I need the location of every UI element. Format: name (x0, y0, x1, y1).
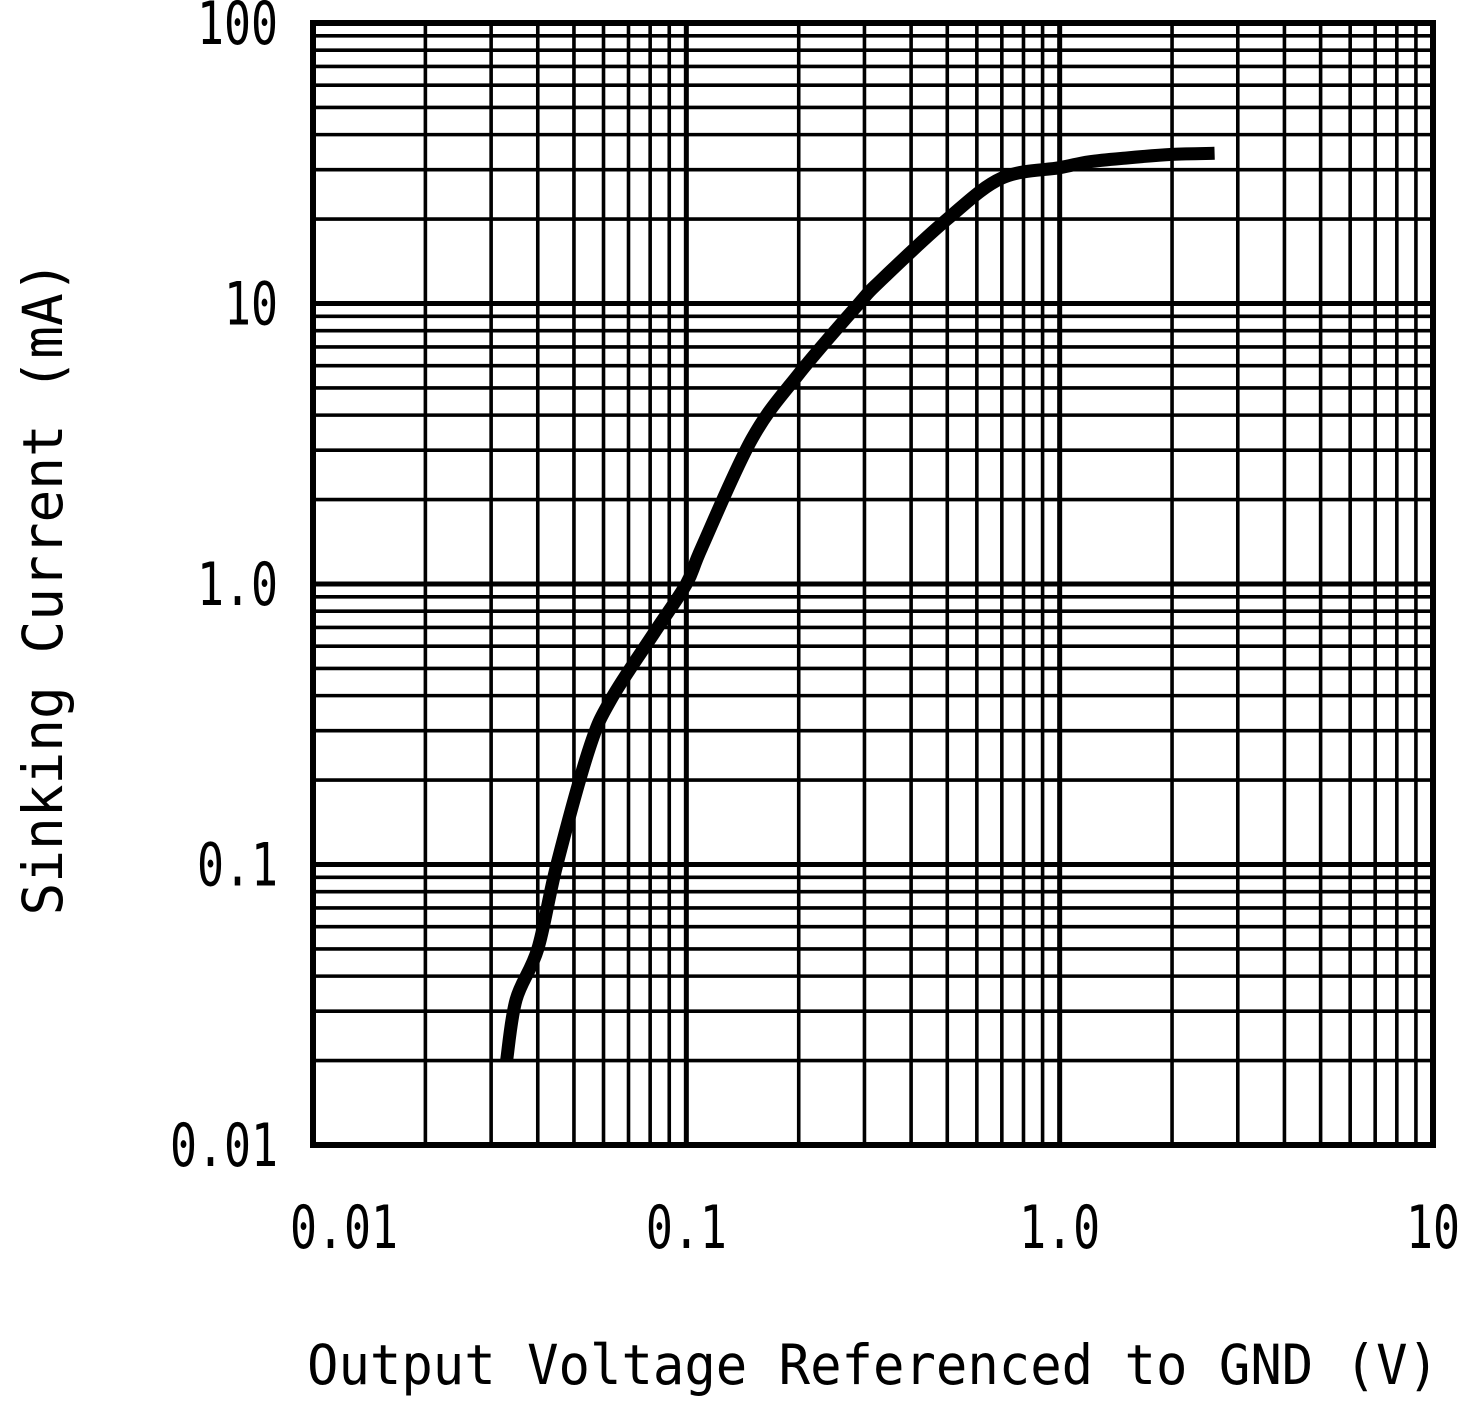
x-tick-label: 10 (1406, 1193, 1460, 1263)
x-tick-label: 1.0 (1019, 1193, 1100, 1263)
curve-sinking-current-curve (500, 146, 1215, 1062)
y-axis-title: Sinking Current (mA) (11, 261, 75, 916)
y-tick-label: 0.1 (197, 831, 278, 901)
x-axis-title: Output Voltage Referenced to GND (V) (307, 1333, 1439, 1397)
y-tick-label: 0.01 (170, 1111, 278, 1181)
x-tick-label: 0.1 (646, 1193, 727, 1263)
plot-border (310, 20, 1436, 1148)
y-tick-label: 100 (197, 0, 278, 59)
grid (313, 23, 1433, 1145)
x-tick-label: 0.01 (290, 1193, 398, 1263)
y-tick-label: 10 (224, 270, 278, 340)
y-tick-label: 1.0 (197, 550, 278, 620)
